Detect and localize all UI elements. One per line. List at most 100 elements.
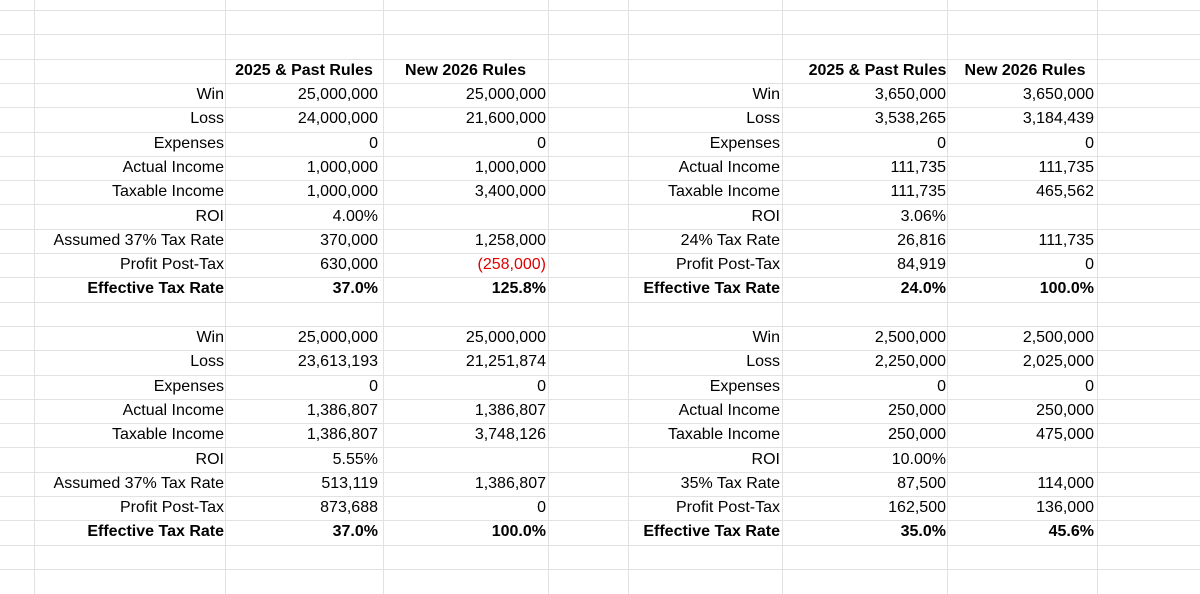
bottom-left-row-label[interactable]: Assumed 37% Tax Rate: [53, 475, 224, 492]
top-left-row-label[interactable]: Actual Income: [122, 159, 224, 176]
bottom-left-row-label[interactable]: Expenses: [153, 378, 224, 395]
bottom-right-value-2025[interactable]: 2,500,000: [874, 329, 946, 346]
top-left-row-label[interactable]: Assumed 37% Tax Rate: [53, 232, 224, 249]
top-right-row-label[interactable]: Profit Post-Tax: [675, 256, 780, 273]
top-left-value-2025[interactable]: 37.0%: [332, 280, 378, 297]
top-right-row-label[interactable]: 24% Tax Rate: [680, 232, 780, 249]
top-left-value-2026[interactable]: 21,600,000: [465, 110, 546, 127]
top-right-value-2025[interactable]: 111,735: [890, 183, 946, 200]
bottom-right-value-2025[interactable]: 87,500: [897, 475, 946, 492]
top-left-value-2026[interactable]: [386, 205, 546, 229]
bottom-left-value-2025[interactable]: 0: [369, 378, 378, 395]
bottom-right-value-2026[interactable]: 475,000: [1036, 426, 1094, 443]
bottom-right-row-label[interactable]: Effective Tax Rate: [643, 523, 780, 540]
bottom-left-row-label[interactable]: Loss: [190, 353, 224, 370]
top-right-value-2026[interactable]: 100.0%: [1039, 280, 1094, 297]
bottom-left-value-2026[interactable]: 3,748,126: [474, 426, 546, 443]
top-right-value-2025[interactable]: 3.06%: [900, 208, 946, 225]
bottom-right-value-2026[interactable]: 45.6%: [1048, 523, 1094, 540]
bottom-right-value-2025[interactable]: 35.0%: [900, 523, 946, 540]
bottom-right-value-2026[interactable]: [934, 448, 1094, 472]
top-right-row-label[interactable]: Expenses: [709, 135, 780, 152]
top-right-value-2026[interactable]: 3,184,439: [1022, 110, 1094, 127]
top-left-value-2025[interactable]: 25,000,000: [297, 86, 378, 103]
top-right-row-label[interactable]: Actual Income: [678, 159, 780, 176]
top-left-value-2026[interactable]: (258,000): [477, 256, 547, 273]
bottom-left-value-2026[interactable]: 25,000,000: [465, 329, 546, 346]
top-right-row-label[interactable]: Loss: [746, 110, 780, 127]
bottom-right-value-2025[interactable]: 10.00%: [891, 451, 946, 468]
top-left-value-2025[interactable]: 370,000: [320, 232, 378, 249]
top-right-row-label[interactable]: ROI: [751, 208, 780, 225]
bottom-right-value-2025[interactable]: 250,000: [888, 402, 946, 419]
bottom-right-value-2025[interactable]: 250,000: [888, 426, 946, 443]
bottom-right-value-2025[interactable]: 162,500: [888, 499, 946, 516]
header-left-2026[interactable]: New 2026 Rules: [405, 62, 526, 79]
bottom-right-row-label[interactable]: Profit Post-Tax: [675, 499, 780, 516]
bottom-right-value-2026[interactable]: 250,000: [1036, 402, 1094, 419]
bottom-right-row-label[interactable]: 35% Tax Rate: [680, 475, 780, 492]
top-left-row-label[interactable]: Loss: [190, 110, 224, 127]
bottom-left-row-label[interactable]: Win: [196, 329, 224, 346]
top-left-value-2026[interactable]: 1,258,000: [474, 232, 546, 249]
bottom-left-value-2025[interactable]: 5.55%: [332, 451, 378, 468]
top-left-value-2026[interactable]: 1,000,000: [474, 159, 546, 176]
top-right-value-2026[interactable]: 0: [1085, 135, 1094, 152]
bottom-right-row-label[interactable]: ROI: [751, 451, 780, 468]
bottom-left-value-2026[interactable]: [386, 448, 546, 472]
top-left-row-label[interactable]: Effective Tax Rate: [87, 280, 224, 297]
top-left-row-label[interactable]: Profit Post-Tax: [119, 256, 224, 273]
bottom-left-value-2025[interactable]: 37.0%: [332, 523, 378, 540]
top-left-row-label[interactable]: Taxable Income: [111, 183, 224, 200]
top-right-value-2025[interactable]: 111,735: [890, 159, 946, 176]
bottom-right-value-2026[interactable]: 114,000: [1037, 475, 1094, 492]
top-right-row-label[interactable]: Taxable Income: [667, 183, 780, 200]
top-right-value-2026[interactable]: [934, 205, 1094, 229]
bottom-left-value-2026[interactable]: 0: [537, 499, 546, 516]
top-right-value-2025[interactable]: 26,816: [897, 232, 946, 249]
bottom-left-value-2026[interactable]: 21,251,874: [465, 353, 546, 370]
bottom-right-row-label[interactable]: Taxable Income: [667, 426, 780, 443]
bottom-left-value-2026[interactable]: 1,386,807: [474, 402, 546, 419]
header-right-2026[interactable]: New 2026 Rules: [964, 62, 1086, 79]
top-right-value-2025[interactable]: 24.0%: [900, 280, 946, 297]
top-left-value-2025[interactable]: 1,000,000: [306, 159, 378, 176]
top-right-value-2026[interactable]: 3,650,000: [1022, 86, 1094, 103]
top-left-value-2025[interactable]: 24,000,000: [297, 110, 378, 127]
bottom-left-value-2025[interactable]: 513,119: [321, 475, 378, 492]
bottom-left-value-2025[interactable]: 1,386,807: [306, 402, 378, 419]
bottom-right-value-2026[interactable]: 0: [1085, 378, 1094, 395]
top-right-value-2025[interactable]: 3,650,000: [874, 86, 946, 103]
bottom-right-row-label[interactable]: Expenses: [709, 378, 780, 395]
top-left-value-2026[interactable]: 25,000,000: [465, 86, 546, 103]
top-left-value-2026[interactable]: 3,400,000: [474, 183, 546, 200]
bottom-left-row-label[interactable]: Profit Post-Tax: [119, 499, 224, 516]
top-right-value-2026[interactable]: 111,735: [1038, 232, 1094, 249]
bottom-right-row-label[interactable]: Loss: [746, 353, 780, 370]
top-left-value-2025[interactable]: 630,000: [320, 256, 378, 273]
top-right-row-label[interactable]: Effective Tax Rate: [643, 280, 780, 297]
top-left-value-2026[interactable]: 0: [537, 135, 546, 152]
top-left-value-2025[interactable]: 0: [369, 135, 378, 152]
top-right-value-2025[interactable]: 3,538,265: [874, 110, 946, 127]
top-right-value-2026[interactable]: 0: [1085, 256, 1094, 273]
bottom-right-value-2026[interactable]: 2,025,000: [1022, 353, 1094, 370]
bottom-right-value-2025[interactable]: 0: [937, 378, 946, 395]
top-right-value-2026[interactable]: 465,562: [1036, 183, 1094, 200]
bottom-left-value-2026[interactable]: 100.0%: [491, 523, 546, 540]
bottom-right-value-2026[interactable]: 2,500,000: [1022, 329, 1094, 346]
bottom-left-row-label[interactable]: Taxable Income: [111, 426, 224, 443]
bottom-left-value-2025[interactable]: 1,386,807: [306, 426, 378, 443]
bottom-left-value-2025[interactable]: 25,000,000: [297, 329, 378, 346]
bottom-right-value-2026[interactable]: 136,000: [1036, 499, 1094, 516]
top-left-value-2026[interactable]: 125.8%: [491, 280, 546, 297]
bottom-right-row-label[interactable]: Win: [752, 329, 780, 346]
bottom-left-value-2026[interactable]: 1,386,807: [474, 475, 546, 492]
top-left-value-2025[interactable]: 1,000,000: [306, 183, 378, 200]
top-right-value-2025[interactable]: 84,919: [897, 256, 946, 273]
top-right-value-2026[interactable]: 111,735: [1038, 159, 1094, 176]
bottom-right-row-label[interactable]: Actual Income: [678, 402, 780, 419]
top-right-value-2025[interactable]: 0: [937, 135, 946, 152]
header-right-2025[interactable]: 2025 & Past Rules: [808, 62, 947, 79]
